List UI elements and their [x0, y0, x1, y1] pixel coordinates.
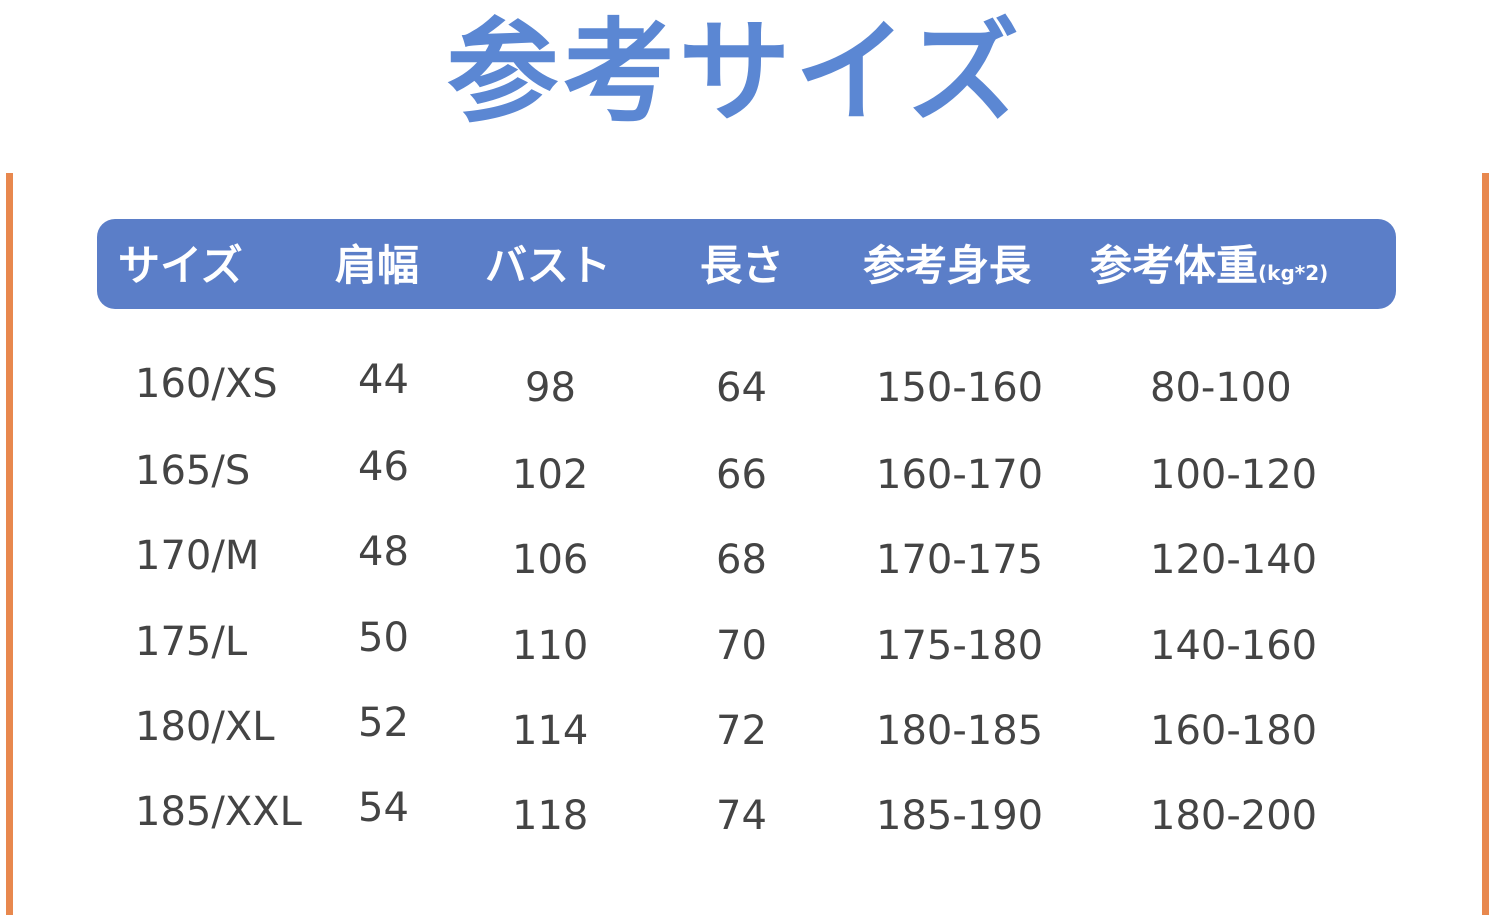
cell-size: 185/XXL [135, 789, 302, 835]
cell-bust: 110 [512, 623, 589, 669]
cell-shoulder: 48 [358, 529, 409, 575]
cell-bust: 102 [512, 452, 589, 498]
cell-height: 150-160 [876, 365, 1044, 411]
cell-shoulder: 52 [358, 700, 409, 746]
header-weight-label: 参考体重 [1090, 241, 1259, 290]
cell-size: 165/S [135, 448, 251, 494]
cell-shoulder: 46 [358, 444, 409, 490]
cell-shoulder: 44 [358, 357, 409, 403]
cell-height: 170-175 [876, 537, 1044, 583]
cell-length: 64 [716, 365, 767, 411]
weight-unit: (kg*2) [1258, 261, 1329, 285]
cell-weight: 100-120 [1150, 452, 1318, 498]
cell-shoulder: 50 [358, 615, 409, 661]
cell-weight: 120-140 [1150, 537, 1318, 583]
cell-bust: 114 [512, 708, 589, 754]
header-size: サイズ [118, 241, 243, 290]
cell-size: 160/XS [135, 361, 278, 407]
cell-weight: 140-160 [1150, 623, 1318, 669]
header-weight: 参考体重(kg*2) [1090, 219, 1328, 320]
header-bust: バスト [485, 241, 612, 290]
cell-weight: 80-100 [1150, 365, 1292, 411]
cell-length: 74 [716, 793, 767, 839]
cell-height: 180-185 [876, 708, 1044, 754]
cell-bust: 118 [512, 793, 589, 839]
left-orange-bar [6, 173, 13, 915]
header-shoulder: 肩幅 [335, 241, 420, 290]
table-header: サイズ 肩幅 バスト 長さ 参考身長 参考体重(kg*2) [97, 219, 1396, 309]
cell-length: 70 [716, 623, 767, 669]
cell-size: 180/XL [135, 704, 275, 750]
cell-length: 68 [716, 537, 767, 583]
header-length: 長さ [700, 241, 785, 290]
right-orange-bar [1482, 173, 1489, 915]
cell-height: 175-180 [876, 623, 1044, 669]
cell-size: 175/L [135, 619, 248, 665]
cell-bust: 98 [525, 365, 576, 411]
cell-shoulder: 54 [358, 785, 409, 831]
page-title: 参考サイズ [446, 8, 1024, 138]
cell-weight: 160-180 [1150, 708, 1318, 754]
cell-height: 160-170 [876, 452, 1044, 498]
header-height: 参考身長 [863, 241, 1032, 290]
cell-length: 66 [716, 452, 767, 498]
cell-bust: 106 [512, 537, 589, 583]
cell-length: 72 [716, 708, 767, 754]
cell-size: 170/M [135, 533, 260, 579]
cell-height: 185-190 [876, 793, 1044, 839]
cell-weight: 180-200 [1150, 793, 1318, 839]
